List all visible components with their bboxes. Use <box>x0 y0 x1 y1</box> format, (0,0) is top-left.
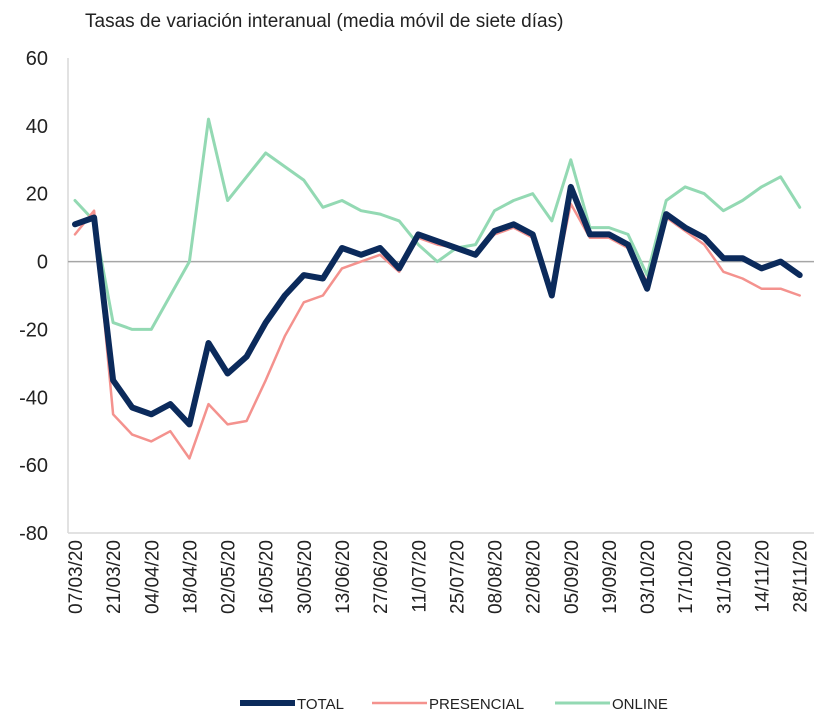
series-line <box>73 117 802 331</box>
y-tick-label: 60 <box>26 48 48 70</box>
y-tick-label: -60 <box>19 455 48 477</box>
y-tick-label: -80 <box>19 523 48 545</box>
series-line <box>72 183 803 428</box>
legend-label: ONLINE <box>612 696 668 713</box>
y-tick-label: -20 <box>19 319 48 341</box>
x-tick-label: 05/09/20 <box>562 540 583 614</box>
x-tick-label: 04/04/20 <box>142 540 163 614</box>
x-tick-label: 14/11/20 <box>753 540 774 613</box>
x-tick-label: 03/10/20 <box>638 540 659 614</box>
x-tick-label: 30/05/20 <box>295 540 316 614</box>
x-tick-label: 11/07/20 <box>409 540 430 613</box>
x-tick-label: 25/07/20 <box>447 540 468 614</box>
legend-label: TOTAL <box>297 696 344 713</box>
x-tick-label: 17/10/20 <box>676 540 697 614</box>
legend-label: PRESENCIAL <box>429 696 524 713</box>
x-tick-label: 22/08/20 <box>524 540 545 614</box>
y-tick-label: -40 <box>19 387 48 409</box>
x-tick-label: 07/03/20 <box>66 540 87 614</box>
x-tick-label: 08/08/20 <box>486 540 507 614</box>
chart-title: Tasas de variación interanual (media móv… <box>85 11 563 32</box>
y-tick-label: 0 <box>37 252 48 274</box>
x-tick-label: 19/09/20 <box>600 540 621 614</box>
x-tick-label: 13/06/20 <box>333 540 354 614</box>
x-tick-label: 31/10/20 <box>714 540 735 614</box>
x-tick-label: 16/05/20 <box>257 540 278 614</box>
x-tick-label: 02/05/20 <box>219 540 240 614</box>
y-tick-label: 20 <box>26 184 48 206</box>
x-tick-label: 28/11/20 <box>791 540 812 613</box>
x-tick-label: 18/04/20 <box>180 540 201 614</box>
y-tick-label: 40 <box>26 116 48 138</box>
x-tick-label: 27/06/20 <box>371 540 392 614</box>
x-tick-label: 21/03/20 <box>104 540 125 614</box>
